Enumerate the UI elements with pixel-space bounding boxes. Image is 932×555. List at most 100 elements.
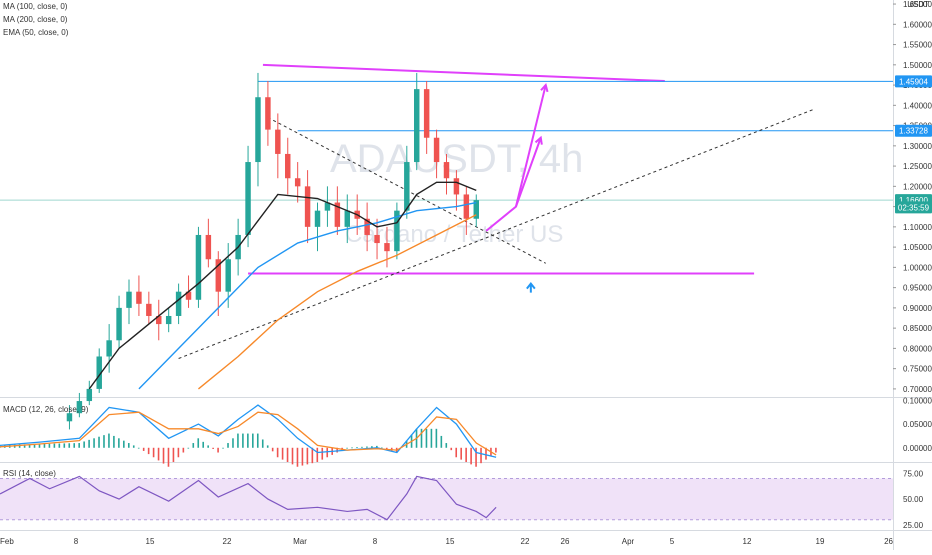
macd-histogram-bar xyxy=(296,447,299,467)
candle-down[interactable] xyxy=(136,291,142,304)
price-tick-label: 1.30000 xyxy=(903,142,932,151)
macd-pane[interactable] xyxy=(0,404,497,467)
candle-up[interactable] xyxy=(245,162,251,235)
time-tick-label: 26 xyxy=(884,537,893,546)
resistance-trend-line[interactable] xyxy=(262,63,665,83)
candle-up[interactable] xyxy=(255,97,261,163)
candle-up[interactable] xyxy=(66,413,73,422)
macd-histogram-bar xyxy=(103,435,105,448)
candle-down[interactable] xyxy=(265,97,271,130)
macd-histogram-bar xyxy=(306,447,309,465)
candle-down[interactable] xyxy=(146,303,152,316)
macd-histogram-bar xyxy=(361,446,363,448)
candle-down[interactable] xyxy=(285,153,291,179)
macd-histogram-bar xyxy=(68,443,71,448)
price-tick-label: 0.95000 xyxy=(903,284,932,293)
macd-histogram-bar xyxy=(98,436,100,448)
macd-histogram-bar xyxy=(381,447,383,449)
candle-up[interactable] xyxy=(86,388,93,402)
currency-label: USDT xyxy=(907,0,929,9)
macd-histogram-bar xyxy=(430,428,433,448)
candle-down[interactable] xyxy=(433,137,440,163)
rsi-tick-label: 50.00 xyxy=(903,495,924,504)
candle-up[interactable] xyxy=(195,234,202,300)
rsi-tick-label: 25.00 xyxy=(903,521,924,530)
candle-down[interactable] xyxy=(275,129,281,154)
candle-up[interactable] xyxy=(414,89,420,163)
macd-line[interactable] xyxy=(0,404,497,458)
macd-histogram-bar xyxy=(336,447,338,453)
candle-up[interactable] xyxy=(314,210,321,227)
macd-signal-line[interactable] xyxy=(0,411,497,456)
price-tick-label: 1.40000 xyxy=(903,101,932,110)
price-tick-label: 0.90000 xyxy=(903,304,932,313)
candle-down[interactable] xyxy=(304,186,311,227)
candles-layer[interactable] xyxy=(66,72,479,430)
candle-down[interactable] xyxy=(423,89,430,138)
macd-histogram-bar xyxy=(326,447,329,458)
candle-down[interactable] xyxy=(294,178,301,187)
candle-up[interactable] xyxy=(404,162,410,211)
candle-up[interactable] xyxy=(473,200,479,219)
macd-histogram-bar xyxy=(480,447,482,464)
macd-histogram-bar xyxy=(286,447,289,462)
macd-histogram-bar xyxy=(276,447,279,458)
ema50-line[interactable] xyxy=(88,181,477,390)
candle-up[interactable] xyxy=(165,315,172,325)
legend-macd[interactable]: MACD (12, 26, close, 9) xyxy=(3,405,89,414)
price-tick-label: 1.55000 xyxy=(903,41,932,50)
time-axis[interactable]: Feb 8 15 22 Mar 8 15 22 26 Apr 5 12 19 26 xyxy=(0,537,894,546)
candle-up[interactable] xyxy=(344,210,351,227)
candle-up[interactable] xyxy=(76,401,83,414)
ma-series-layer[interactable] xyxy=(88,181,477,390)
projection-arrowhead xyxy=(540,83,549,93)
price-tick-label: 0.85000 xyxy=(903,324,932,333)
legend-ma100[interactable]: MA (100, close, 0) xyxy=(3,2,68,11)
time-tick-label: 8 xyxy=(373,537,378,546)
candle-down[interactable] xyxy=(384,243,390,252)
macd-histogram-bar xyxy=(311,447,314,464)
candle-up[interactable] xyxy=(324,202,331,211)
candle-down[interactable] xyxy=(374,234,380,244)
candle-up[interactable] xyxy=(106,340,112,357)
legend-ma200[interactable]: MA (200, close, 0) xyxy=(3,15,68,24)
rsi-tick-label: 75.00 xyxy=(903,469,924,478)
projection-path[interactable] xyxy=(514,84,547,207)
legend-rsi[interactable]: RSI (14, close) xyxy=(3,469,56,478)
macd-histogram-bar xyxy=(217,447,219,453)
time-tick-label: 15 xyxy=(146,537,155,546)
macd-histogram-bar xyxy=(271,447,274,452)
macd-histogram-bar xyxy=(301,447,304,466)
candle-down[interactable] xyxy=(334,202,341,227)
candle-down[interactable] xyxy=(205,234,212,260)
candle-down[interactable] xyxy=(185,291,192,300)
macd-histogram-bar xyxy=(460,447,462,460)
drawings-layer[interactable] xyxy=(0,63,893,359)
time-tick-label: Apr xyxy=(622,537,635,546)
candle-up[interactable] xyxy=(394,210,400,252)
candle-up[interactable] xyxy=(225,259,231,292)
price-tick-label: 1.05000 xyxy=(903,243,932,252)
rsi-pane[interactable] xyxy=(0,475,893,521)
ma200-line[interactable] xyxy=(198,214,477,390)
drawings-overlay-layer[interactable] xyxy=(485,83,549,293)
time-tick-label: 19 xyxy=(816,537,825,546)
candle-down[interactable] xyxy=(443,162,450,179)
candle-down[interactable] xyxy=(453,178,460,195)
legend-ema50[interactable]: EMA (50, close, 0) xyxy=(3,28,69,37)
candle-down[interactable] xyxy=(215,259,222,292)
candle-down[interactable] xyxy=(364,218,370,235)
ma100-line[interactable] xyxy=(138,201,477,390)
candle-up[interactable] xyxy=(175,291,182,316)
macd-histogram-bar xyxy=(23,444,26,448)
candle-up[interactable] xyxy=(126,291,132,308)
candle-down[interactable] xyxy=(156,315,162,325)
rsi-line[interactable] xyxy=(0,475,497,521)
candle-down[interactable] xyxy=(463,194,470,219)
candle-up[interactable] xyxy=(116,307,122,341)
candle-up[interactable] xyxy=(96,356,102,389)
